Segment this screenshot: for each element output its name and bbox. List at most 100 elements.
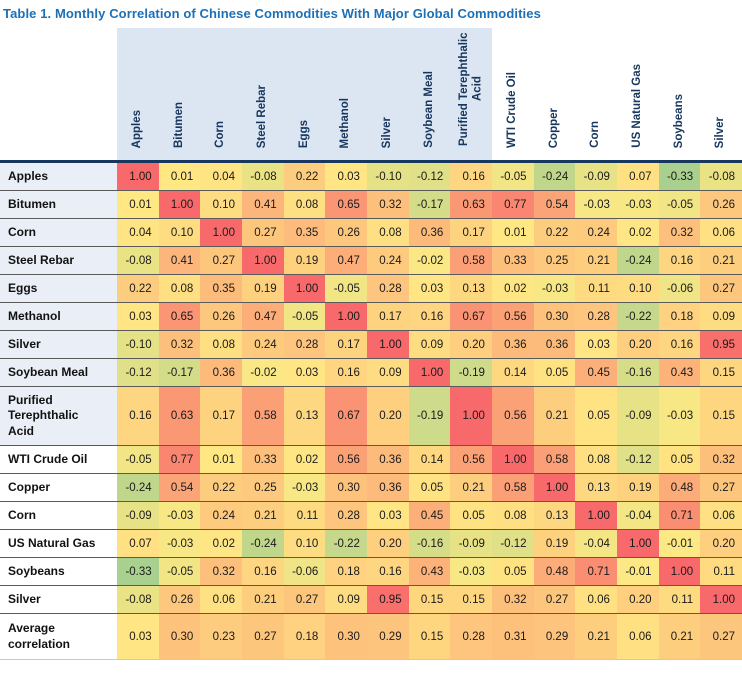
column-header-label: Steel Rebar <box>256 84 269 148</box>
correlation-cell: 0.45 <box>408 501 451 530</box>
column-header: US Natural Gas <box>617 28 659 162</box>
correlation-cell: 0.03 <box>366 501 409 530</box>
correlation-cell: 0.30 <box>325 613 367 660</box>
row-label: Steel Rebar <box>0 246 117 275</box>
correlation-cell: 0.19 <box>616 473 659 502</box>
correlation-cell: 0.28 <box>366 274 409 303</box>
correlation-cell: -0.09 <box>450 529 492 558</box>
correlation-cell: 0.20 <box>616 330 659 359</box>
correlation-cell: -0.05 <box>283 302 326 331</box>
correlation-cell: 0.77 <box>491 190 534 219</box>
table-row: US Natural Gas 0.07 -0.03 0.02 -0.24 0.10 -0.2… <box>0 529 742 558</box>
header-row: Apples Bitumen Corn Steel Rebar Eggs Methanol… <box>0 28 742 162</box>
correlation-cell: 0.20 <box>700 529 742 558</box>
correlation-cell: -0.04 <box>616 501 659 530</box>
correlation-cell: 0.27 <box>241 218 284 247</box>
correlation-cell: 0.28 <box>575 302 617 331</box>
correlation-cell: 0.17 <box>366 302 409 331</box>
correlation-cell: -0.06 <box>658 274 701 303</box>
correlation-cell: -0.08 <box>241 161 284 191</box>
correlation-cell: 0.67 <box>325 386 367 446</box>
correlation-cell: -0.22 <box>325 529 367 558</box>
correlation-cell: 1.00 <box>117 161 159 191</box>
column-header: Copper <box>534 28 576 162</box>
correlation-cell: 0.28 <box>283 330 326 359</box>
correlation-cell: 0.29 <box>366 613 409 660</box>
column-header-label: Silver <box>714 116 727 148</box>
correlation-cell: 0.58 <box>450 246 492 275</box>
correlation-cell: 0.17 <box>325 330 367 359</box>
correlation-cell: 0.14 <box>491 358 534 387</box>
correlation-cell: 0.43 <box>658 358 701 387</box>
correlation-cell: 0.23 <box>200 613 242 660</box>
row-label: Soybean Meal <box>0 358 117 387</box>
correlation-cell: 0.21 <box>533 386 576 446</box>
correlation-cell: 0.15 <box>700 358 742 387</box>
correlation-cell: 0.09 <box>325 585 367 614</box>
correlation-cell: 0.21 <box>575 246 617 275</box>
correlation-cell: 0.95 <box>700 330 742 359</box>
row-label: Average correlation <box>0 613 117 660</box>
correlation-cell: 0.27 <box>241 613 284 660</box>
correlation-cell: 0.13 <box>283 386 326 446</box>
correlation-cell: 0.16 <box>658 246 701 275</box>
correlation-cell: -0.16 <box>408 529 451 558</box>
table-row: Corn -0.09 -0.03 0.24 0.21 0.11 0.28 0.03 0.45 0.… <box>0 501 742 530</box>
correlation-cell: -0.03 <box>616 190 659 219</box>
correlation-cell: 0.16 <box>241 557 284 586</box>
row-label: Bitumen <box>0 190 117 219</box>
row-label: Methanol <box>0 302 117 331</box>
table-row: Copper -0.24 0.54 0.22 0.25 -0.03 0.30 0.36 0.05… <box>0 473 742 502</box>
correlation-cell: 0.27 <box>533 585 576 614</box>
correlation-cell: 0.56 <box>491 386 534 446</box>
correlation-cell: 0.67 <box>450 302 492 331</box>
correlation-cell: 0.17 <box>200 386 242 446</box>
correlation-cell: 0.06 <box>700 218 742 247</box>
correlation-cell: 0.18 <box>283 613 326 660</box>
correlation-cell: -0.09 <box>117 501 159 530</box>
table-title: Table 1. Monthly Correlation of Chinese … <box>3 6 541 21</box>
column-header: Silver <box>366 28 409 162</box>
table-body: Apples 1.00 0.01 0.04 -0.08 0.22 0.03 -0.10 -0.1… <box>0 161 742 660</box>
correlation-cell: 0.41 <box>158 246 201 275</box>
correlation-cell: -0.06 <box>283 557 326 586</box>
correlation-cell: 0.35 <box>283 218 326 247</box>
correlation-cell: 0.25 <box>533 246 576 275</box>
correlation-cell: 0.06 <box>575 585 617 614</box>
correlation-cell: 0.16 <box>658 330 701 359</box>
column-header: Bitumen <box>158 28 201 162</box>
column-header: Soybean Meal <box>408 28 451 162</box>
correlation-cell: 0.65 <box>158 302 201 331</box>
correlation-cell: -0.12 <box>491 529 534 558</box>
correlation-cell: 0.08 <box>366 218 409 247</box>
correlation-cell: 1.00 <box>366 330 409 359</box>
correlation-cell: 0.20 <box>366 386 409 446</box>
correlation-cell: 0.21 <box>241 501 284 530</box>
correlation-cell: -0.05 <box>158 557 201 586</box>
correlation-cell: -0.09 <box>616 386 659 446</box>
correlation-cell: -0.08 <box>700 161 742 191</box>
correlation-cell: 0.15 <box>408 585 451 614</box>
correlation-cell: 0.56 <box>450 445 492 474</box>
correlation-cell: 0.71 <box>658 501 701 530</box>
correlation-cell: 0.11 <box>575 274 617 303</box>
row-label: Corn <box>0 501 117 530</box>
correlation-cell: -0.24 <box>117 473 159 502</box>
correlation-cell: 0.63 <box>158 386 201 446</box>
correlation-cell: 0.05 <box>533 358 576 387</box>
correlation-cell: 0.77 <box>158 445 201 474</box>
correlation-cell: -0.12 <box>117 358 159 387</box>
correlation-cell: 0.07 <box>117 529 159 558</box>
correlation-cell: 0.16 <box>366 557 409 586</box>
correlation-cell: 0.06 <box>700 501 742 530</box>
correlation-cell: -0.12 <box>408 161 451 191</box>
correlation-cell: 0.54 <box>158 473 201 502</box>
column-header: Eggs <box>283 28 326 162</box>
correlation-cell: -0.03 <box>158 501 201 530</box>
correlation-cell: 0.31 <box>491 613 534 660</box>
table-row: Bitumen 0.01 1.00 0.10 0.41 0.08 0.65 0.32 -0.17… <box>0 190 742 219</box>
correlation-cell: 0.41 <box>241 190 284 219</box>
column-header: Apples <box>117 28 159 162</box>
correlation-cell: 0.27 <box>700 473 742 502</box>
correlation-cell: 1.00 <box>408 358 451 387</box>
